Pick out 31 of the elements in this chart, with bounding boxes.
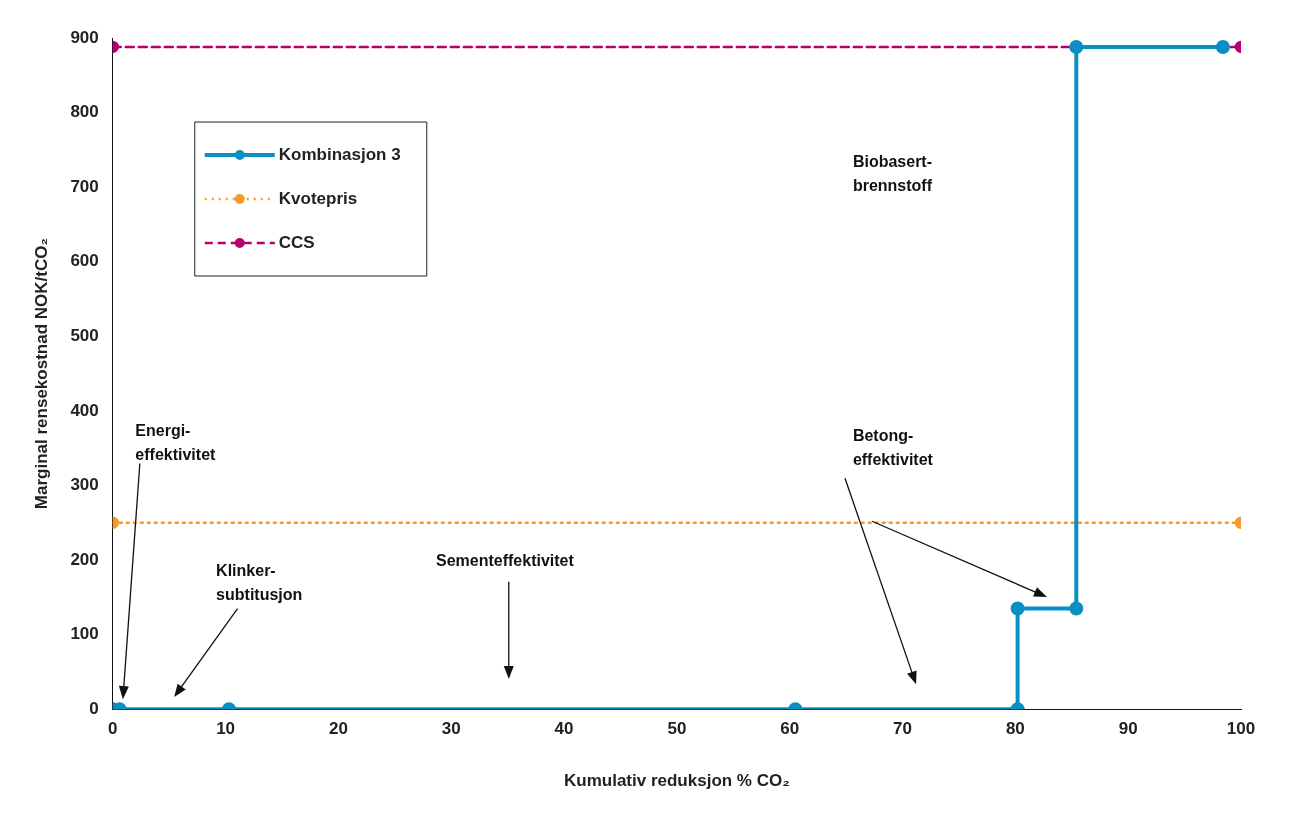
x-tick-label: 20	[328, 719, 348, 739]
x-tick-label: 50	[667, 719, 687, 739]
legend-label: CCS	[278, 232, 315, 252]
legend-label: Kvotepris	[278, 188, 358, 208]
x-tick-label: 40	[554, 719, 574, 739]
y-tick-label: 0	[89, 698, 99, 718]
y-tick-label: 300	[70, 475, 99, 495]
y-tick-label: 200	[70, 549, 99, 569]
y-tick-label: 100	[70, 624, 99, 644]
y-axis-title: Marginal rensekostnad NOK/tCO₂	[31, 238, 51, 510]
x-tick-label: 60	[780, 719, 800, 739]
x-axis-title: Kumulativ reduksjon % CO₂	[564, 771, 790, 791]
x-tick-label: 0	[108, 719, 118, 739]
legend-label: Kombinasjon 3	[278, 144, 401, 164]
annotation: Energi- effektivitet	[135, 421, 217, 463]
y-tick-label: 700	[70, 176, 99, 196]
annotation: Betong- effektivitet	[852, 427, 934, 469]
x-tick-label: 100	[1226, 719, 1256, 739]
x-tick-label: 80	[1005, 719, 1025, 739]
y-tick-label: 800	[70, 102, 99, 122]
y-tick-label: 400	[70, 400, 99, 420]
y-tick-label: 600	[70, 251, 99, 271]
annotation: Sementeffektivitet	[436, 551, 575, 569]
y-tick-label: 900	[70, 27, 99, 47]
x-tick-label: 90	[1118, 719, 1138, 739]
x-tick-label: 10	[216, 719, 236, 739]
y-tick-label: 500	[70, 326, 99, 345]
annotation: Klinker- subtitusjon	[216, 562, 303, 604]
annotation: Biobasert- brennstoff	[852, 152, 933, 194]
x-tick-label: 70	[893, 719, 912, 739]
x-tick-label: 30	[441, 719, 461, 739]
